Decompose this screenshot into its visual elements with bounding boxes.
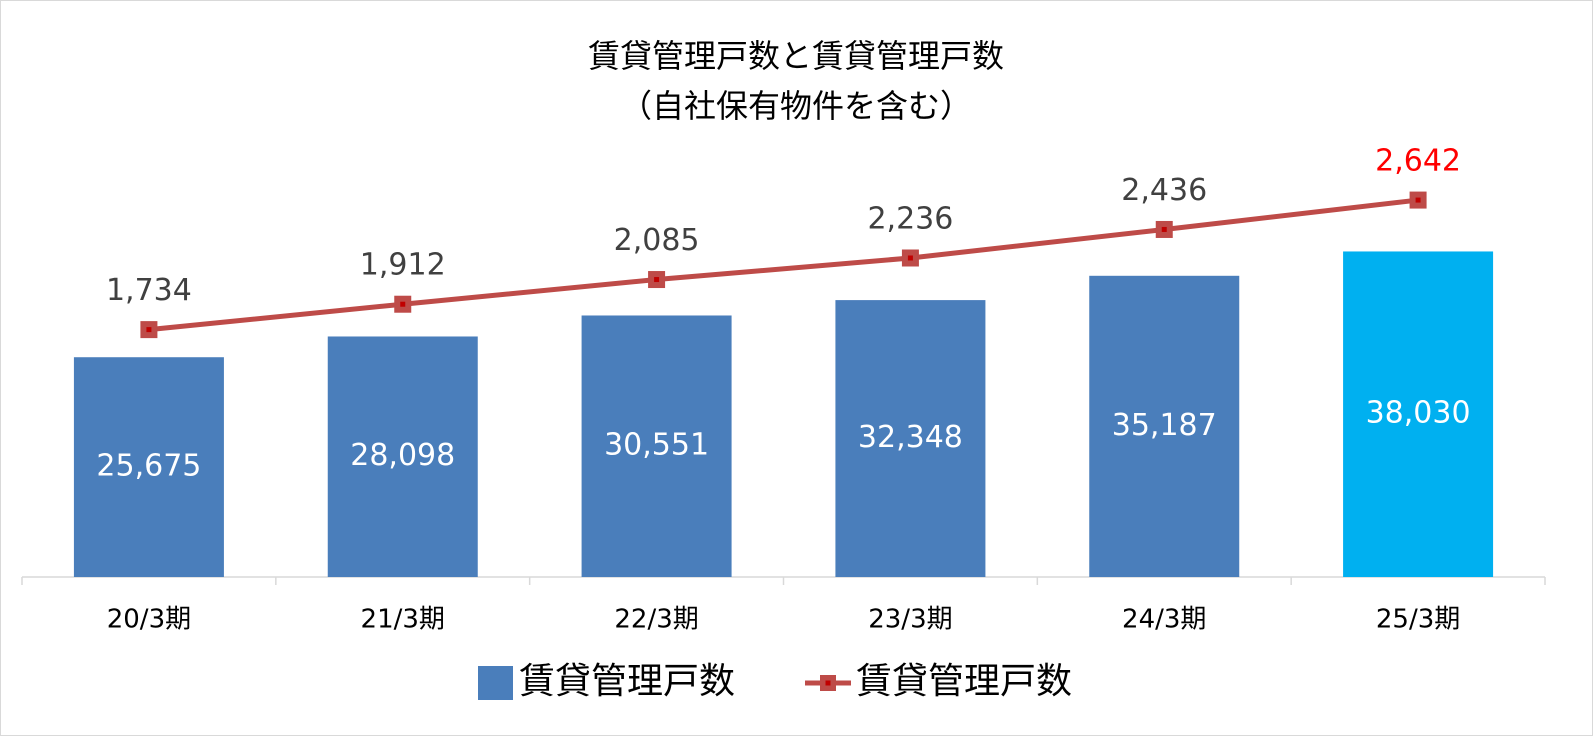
line-marker-center xyxy=(907,255,913,261)
bar-value-label: 38,030 xyxy=(1366,396,1471,431)
line-value-label: 2,436 xyxy=(1121,173,1207,208)
line-value-label: 2,642 xyxy=(1375,144,1461,179)
bar-value-label: 35,187 xyxy=(1112,408,1217,443)
line-value-label: 1,912 xyxy=(360,248,446,283)
x-tick-label: 24/3期 xyxy=(1122,605,1206,635)
x-tick-label: 20/3期 xyxy=(107,605,191,635)
line-value-label: 1,734 xyxy=(106,273,192,308)
x-tick-label: 23/3期 xyxy=(868,605,952,635)
bar-value-label: 32,348 xyxy=(858,420,963,455)
bar-value-label: 25,675 xyxy=(96,449,201,484)
bar xyxy=(835,300,986,577)
legend-marker-center xyxy=(825,680,831,686)
bar-value-label: 30,551 xyxy=(604,428,709,463)
line-marker-center xyxy=(146,327,152,333)
bar xyxy=(1089,275,1240,577)
legend-label: 賃貸管理戸数 xyxy=(856,661,1072,702)
bar xyxy=(1343,251,1494,577)
legend-label: 賃貸管理戸数 xyxy=(519,661,735,702)
line-marker-center xyxy=(654,277,660,283)
line-value-label: 2,085 xyxy=(614,223,700,258)
bar xyxy=(327,336,478,577)
bar xyxy=(73,357,224,577)
legend-swatch xyxy=(478,666,513,700)
line-marker-center xyxy=(1161,226,1167,232)
line-marker-center xyxy=(1415,197,1421,203)
line-value-label: 2,236 xyxy=(867,201,953,236)
bar-value-label: 28,098 xyxy=(350,438,455,473)
x-tick-label: 25/3期 xyxy=(1376,605,1460,635)
bar xyxy=(581,315,732,577)
chart-title: 賃貸管理戸数と賃貸管理戸数 xyxy=(588,37,1004,75)
line-marker-center xyxy=(400,301,406,307)
line xyxy=(148,197,1419,333)
chart-subtitle: （自社保有物件を含む） xyxy=(620,87,972,125)
x-tick-label: 22/3期 xyxy=(614,605,698,635)
x-tick-label: 21/3期 xyxy=(361,605,445,635)
